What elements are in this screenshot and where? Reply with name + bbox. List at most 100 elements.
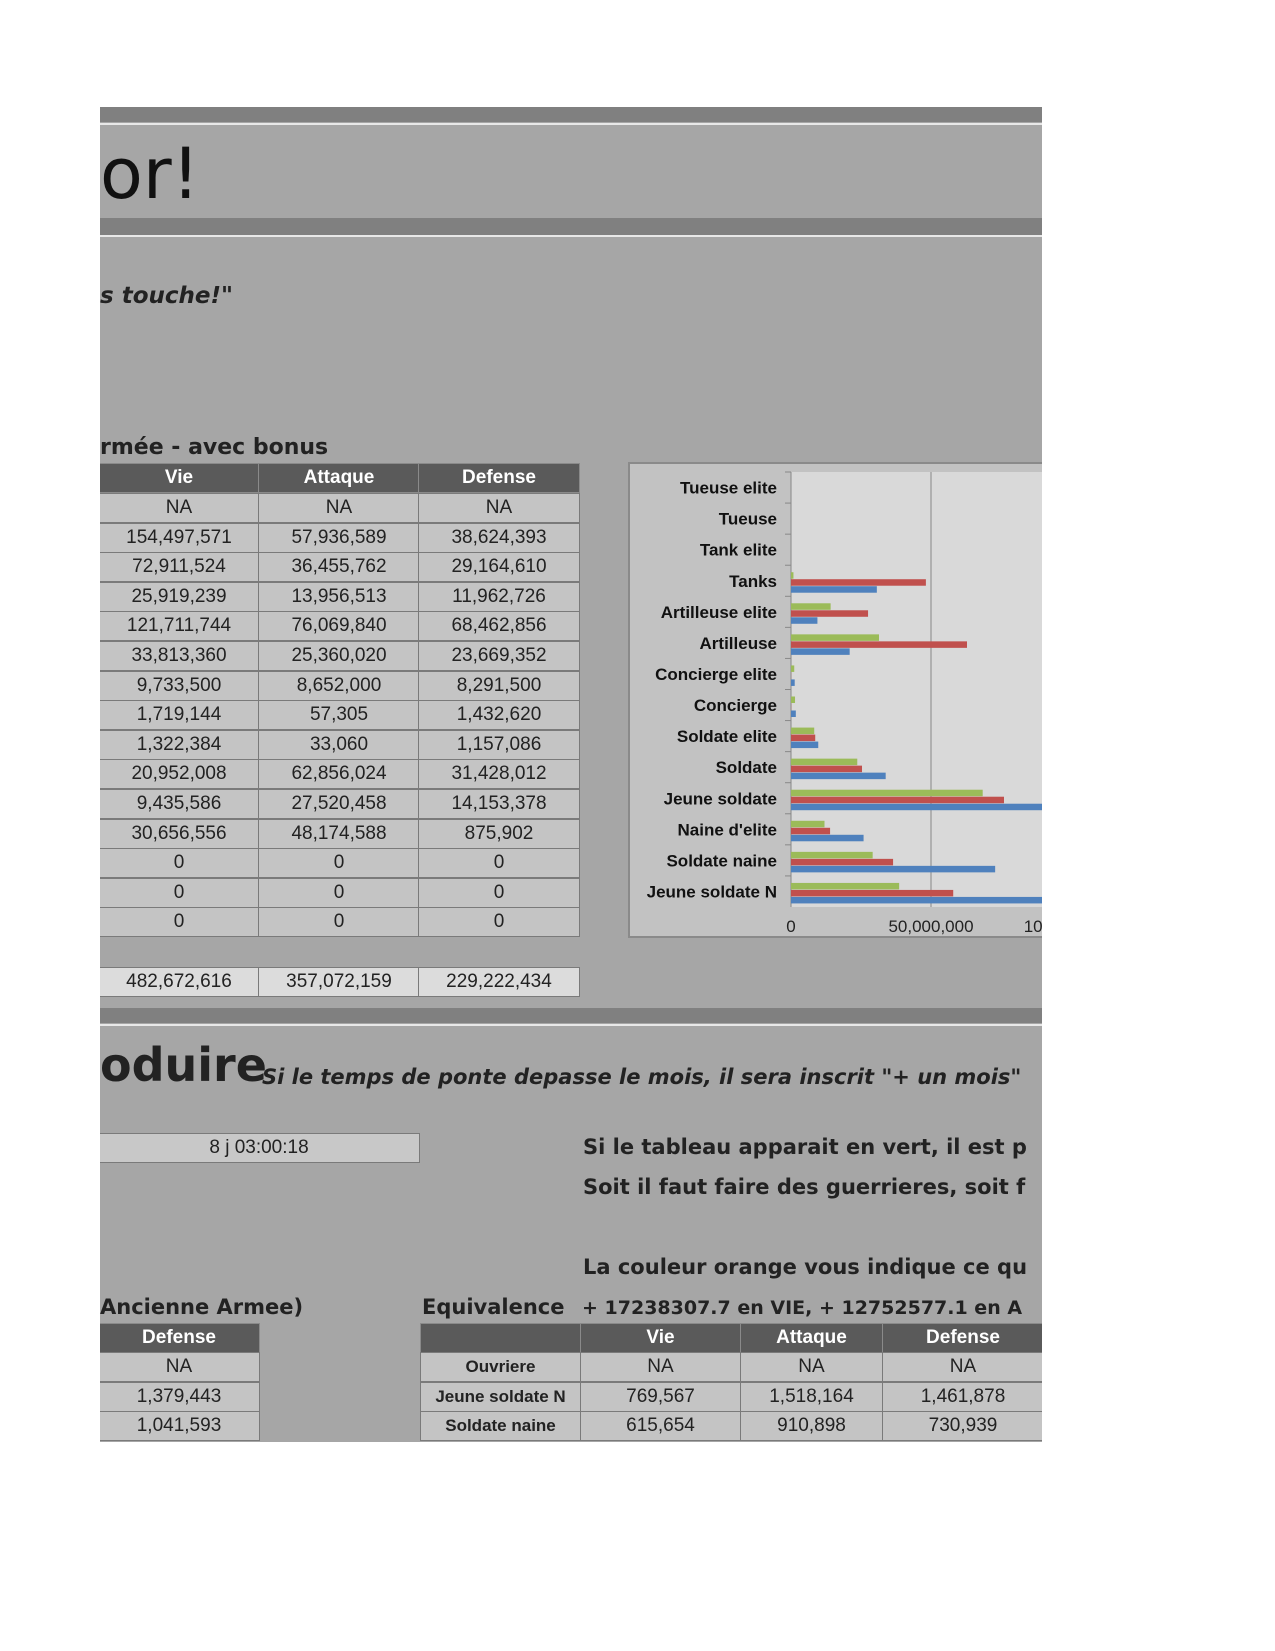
x-tick-label: 50,000,000 — [888, 917, 973, 936]
y-tick-label: Naine d'elite — [678, 820, 777, 839]
bar — [791, 734, 816, 742]
table-cell: 62,856,024 — [258, 759, 420, 790]
table-header: Vie — [100, 463, 260, 493]
table-cell: 0 — [258, 907, 420, 938]
bar-chart: 0 50,000,000 100,000,000 Tueuse elite Tueuse… — [628, 462, 1042, 938]
table-cell: 72,911,524 — [100, 552, 260, 583]
laying-time: 8 j 03:00:18 — [100, 1133, 420, 1163]
bar — [791, 765, 863, 773]
y-tick-label: Artilleuse — [700, 634, 777, 653]
bar — [791, 727, 815, 735]
bar — [791, 579, 926, 586]
table-cell: 14,153,378 — [418, 789, 580, 819]
bar — [791, 865, 996, 873]
page-title: or! — [100, 133, 200, 215]
table-cell: 154,497,571 — [100, 522, 260, 553]
table-cell: 25,360,020 — [258, 641, 420, 671]
table-cell: 1,432,620 — [418, 700, 580, 731]
y-tick-label: Tueuse elite — [680, 479, 777, 498]
bar — [791, 741, 819, 749]
table-cell: 0 — [100, 877, 260, 908]
divider — [100, 1024, 1042, 1026]
equivalence-text: + 17238307.7 en VIE, + 12752577.1 en A — [582, 1297, 1023, 1319]
y-tick-label: Concierge — [694, 696, 777, 715]
table-cell: 68,462,856 — [418, 611, 580, 642]
bar — [791, 617, 818, 624]
bar — [791, 772, 886, 780]
total-cell: 357,072,159 — [258, 967, 420, 997]
table-cell: 57,305 — [258, 700, 420, 731]
table-cell: Ouvriere — [420, 1352, 581, 1382]
spreadsheet-page: or! s touche!" rmée - avec bonus Vie Atta… — [100, 107, 1042, 1442]
table-cell: NA — [740, 1352, 883, 1382]
bar — [791, 858, 894, 866]
table-cell: NA — [258, 493, 420, 523]
bar — [791, 586, 877, 593]
table-header: Vie — [580, 1323, 741, 1353]
table-cell: 875,902 — [418, 818, 580, 849]
bar — [791, 696, 796, 703]
table-cell: 48,174,588 — [258, 818, 420, 849]
old-army-heading: Ancienne Armee) — [100, 1295, 304, 1319]
table-cell: 11,962,726 — [418, 581, 580, 612]
table-cell: 0 — [258, 848, 420, 879]
y-tick-label: Artilleuse elite — [661, 603, 777, 622]
table-cell: 9,733,500 — [100, 670, 260, 701]
table-cell: 1,719,144 — [100, 700, 260, 731]
table-cell: 25,919,239 — [100, 581, 260, 612]
table-cell: 1,461,878 — [882, 1381, 1042, 1412]
table-header — [420, 1323, 581, 1353]
table-cell: 0 — [418, 907, 580, 938]
y-tick-label: Soldate naine — [666, 851, 777, 870]
bar — [791, 820, 825, 828]
y-tick-label: Tueuse — [719, 510, 777, 529]
y-tick-label: Jeune soldate N — [647, 882, 777, 901]
y-tick-label: Concierge elite — [655, 665, 777, 684]
bar — [791, 665, 795, 672]
info-text: Soit il faut faire des guerrieres, soit … — [583, 1175, 1026, 1199]
table-cell: 13,956,513 — [258, 581, 420, 612]
table-cell: 0 — [418, 877, 580, 908]
army-heading: rmée - avec bonus — [100, 435, 329, 460]
table-cell: NA — [100, 493, 260, 523]
bar — [791, 572, 794, 579]
total-cell: 482,672,616 — [100, 967, 260, 997]
table-cell: NA — [882, 1352, 1042, 1382]
table-cell: 33,813,360 — [100, 641, 260, 671]
produce-heading: oduire — [100, 1038, 267, 1092]
table-cell: 8,291,500 — [418, 670, 580, 701]
table-header: Defense — [418, 463, 580, 493]
table-cell: 9,435,586 — [100, 789, 260, 819]
table-cell: 30,656,556 — [100, 818, 260, 849]
bar — [791, 641, 967, 648]
table-header: Attaque — [258, 463, 420, 493]
table-cell: Jeune soldate N — [420, 1381, 581, 1412]
old-table-cell: 1,379,443 — [100, 1382, 260, 1412]
total-cell: 229,222,434 — [418, 967, 580, 997]
bar — [791, 796, 1004, 804]
table-cell: 20,952,008 — [100, 759, 260, 790]
table-cell: 0 — [418, 848, 580, 879]
x-tick-label: 100,000,000 — [1024, 917, 1042, 936]
table-cell: Soldate naine — [420, 1411, 581, 1442]
bar — [791, 803, 1042, 811]
table-header: Defense — [882, 1323, 1042, 1353]
table-cell: 23,669,352 — [418, 641, 580, 671]
divider — [100, 123, 1042, 125]
bar — [791, 603, 831, 610]
table-cell: 8,652,000 — [258, 670, 420, 701]
table-cell: 36,455,762 — [258, 552, 420, 583]
old-table-cell: 1,041,593 — [100, 1411, 260, 1441]
bar — [791, 834, 864, 842]
table-header: Attaque — [740, 1323, 883, 1353]
y-tick-label: Jeune soldate — [664, 789, 777, 808]
divider — [100, 1008, 1042, 1023]
table-cell: 0 — [100, 848, 260, 879]
table-cell: NA — [418, 493, 580, 523]
table-cell: 31,428,012 — [418, 759, 580, 790]
info-text: Si le tableau apparait en vert, il est p — [583, 1135, 1027, 1159]
y-tick-label: Tank elite — [700, 541, 777, 560]
table-cell: 38,624,393 — [418, 522, 580, 553]
bar — [791, 634, 879, 641]
bar — [791, 710, 796, 717]
